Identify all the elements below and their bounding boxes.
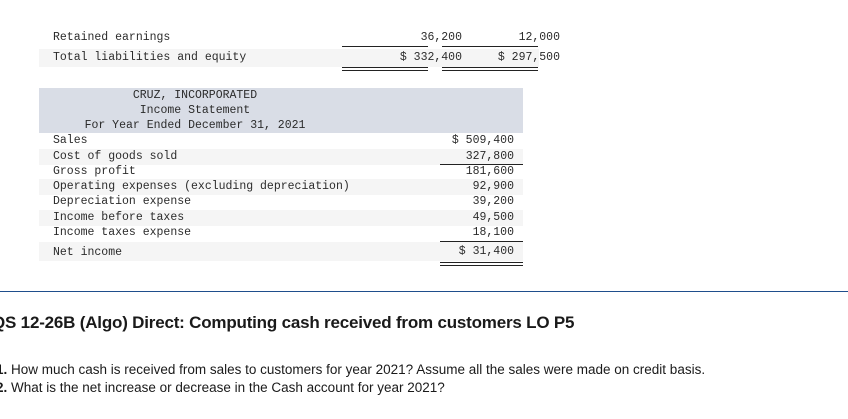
statement-title: Income Statement: [139, 104, 251, 117]
row-label: Net income: [53, 246, 123, 259]
question-item-1: 1. How much cash is received from sales …: [0, 362, 705, 377]
underline: [342, 46, 428, 47]
income-statement-header: CRUZ, INCORPORATED Income Statement For …: [39, 88, 523, 133]
value-2020: 12,000: [518, 31, 560, 44]
section-divider: [0, 291, 848, 292]
row-value: 18,100: [472, 226, 514, 239]
is-row-income-before-taxes: Income before taxes 49,500: [39, 210, 523, 226]
double-underline: [342, 67, 428, 71]
is-row-cogs: Cost of goods sold 327,800: [39, 149, 523, 165]
value-2021: 36,200: [420, 31, 462, 44]
question-item-2: 2. What is the net increase or decrease …: [0, 380, 445, 395]
underline: [440, 241, 523, 242]
is-row-sales: Sales $ 509,400: [39, 133, 523, 149]
is-row-income-taxes: Income taxes expense 18,100: [39, 225, 523, 241]
row-value: 327,800: [465, 150, 514, 163]
underline: [442, 46, 538, 47]
company-name: CRUZ, INCORPORATED: [132, 89, 258, 102]
row-label: Total liabilities and equity: [53, 51, 247, 64]
is-row-depreciation: Depreciation expense 39,200: [39, 194, 523, 210]
is-row-operating-expenses: Operating expenses (excluding depreciati…: [39, 179, 523, 195]
double-underline: [442, 67, 538, 71]
double-underline: [440, 262, 523, 266]
question-text: What is the net increase or decrease in …: [7, 380, 445, 395]
row-label: Depreciation expense: [53, 195, 192, 208]
row-label: Income before taxes: [53, 211, 185, 224]
row-label: Sales: [53, 134, 88, 147]
row-label: Gross profit: [53, 165, 136, 178]
is-row-net-income: Net income $ 31,400: [39, 242, 523, 261]
question-text: How much cash is received from sales to …: [7, 362, 706, 377]
row-value: 39,200: [472, 195, 514, 208]
row-value: 92,900: [472, 180, 514, 193]
row-value: $ 31,400: [458, 245, 514, 258]
row-label: Cost of goods sold: [53, 150, 178, 163]
statement-period: For Year Ended December 31, 2021: [84, 119, 306, 132]
value-2020: $ 297,500: [497, 51, 560, 64]
row-label: Retained earnings: [53, 31, 171, 44]
value-2021: $ 332,400: [399, 51, 462, 64]
row-value: 49,500: [472, 211, 514, 224]
bs-row-retained-earnings: Retained earnings 36,200 12,000: [39, 30, 560, 46]
row-value: 181,600: [465, 165, 514, 178]
is-row-gross-profit: Gross profit 181,600: [39, 164, 523, 180]
row-label: Income taxes expense: [53, 226, 192, 239]
row-label: Operating expenses (excluding depreciati…: [53, 180, 350, 193]
underline: [440, 164, 523, 165]
question-title: QS 12-26B (Algo) Direct: Computing cash …: [0, 313, 575, 332]
row-value: $ 509,400: [451, 134, 514, 147]
bs-row-total-liabilities-equity: Total liabilities and equity $ 332,400 $…: [39, 49, 560, 67]
question-number: 2.: [0, 380, 8, 395]
question-number: 1.: [0, 362, 8, 377]
